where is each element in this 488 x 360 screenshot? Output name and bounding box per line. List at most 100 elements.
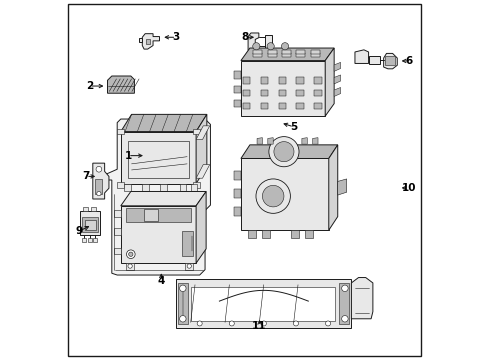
Bar <box>241 158 328 230</box>
Circle shape <box>341 285 347 292</box>
Text: 11: 11 <box>252 321 266 331</box>
Polygon shape <box>265 35 272 48</box>
Bar <box>242 103 249 109</box>
Circle shape <box>341 316 347 322</box>
Bar <box>278 90 285 96</box>
Text: 7: 7 <box>82 171 89 181</box>
Text: 3: 3 <box>172 32 180 42</box>
Polygon shape <box>241 48 333 60</box>
Bar <box>262 230 270 238</box>
Bar <box>278 103 285 109</box>
Circle shape <box>252 42 260 50</box>
Polygon shape <box>333 75 340 84</box>
Bar <box>84 220 96 230</box>
Bar <box>242 77 249 84</box>
Polygon shape <box>333 87 340 96</box>
Polygon shape <box>351 278 372 319</box>
Polygon shape <box>196 126 209 139</box>
Bar <box>81 238 86 242</box>
Polygon shape <box>267 138 273 144</box>
Circle shape <box>187 264 191 268</box>
Bar <box>114 248 121 254</box>
Bar <box>117 182 124 188</box>
Polygon shape <box>176 279 351 328</box>
Circle shape <box>281 42 288 50</box>
Polygon shape <box>301 138 306 144</box>
Circle shape <box>261 321 266 326</box>
Bar <box>267 53 276 57</box>
Text: 1: 1 <box>124 150 131 161</box>
Circle shape <box>126 250 135 258</box>
Bar <box>91 207 96 211</box>
Bar <box>260 77 267 84</box>
Bar <box>192 129 199 134</box>
Circle shape <box>255 179 290 213</box>
Circle shape <box>229 321 234 326</box>
Bar <box>385 56 395 65</box>
Polygon shape <box>233 189 241 198</box>
Polygon shape <box>312 138 317 144</box>
Bar <box>305 230 313 238</box>
Text: 6: 6 <box>405 56 412 66</box>
Bar <box>114 228 121 234</box>
Bar <box>241 60 325 116</box>
Polygon shape <box>247 33 258 50</box>
Bar <box>260 90 267 96</box>
Circle shape <box>268 136 298 167</box>
Circle shape <box>179 316 185 322</box>
Bar <box>121 206 196 263</box>
Bar <box>314 103 321 109</box>
Bar <box>180 184 186 192</box>
Bar <box>310 50 319 54</box>
Polygon shape <box>257 138 262 144</box>
Bar <box>126 263 134 270</box>
Bar <box>242 90 249 96</box>
Polygon shape <box>233 207 241 216</box>
Polygon shape <box>354 50 368 63</box>
Polygon shape <box>234 86 241 93</box>
Circle shape <box>179 285 185 292</box>
Bar <box>95 179 102 194</box>
Bar <box>83 207 88 211</box>
Bar <box>296 53 305 57</box>
Bar <box>296 50 305 54</box>
Bar <box>192 182 199 188</box>
Bar <box>253 50 262 54</box>
Polygon shape <box>383 53 396 69</box>
Text: 2: 2 <box>86 81 93 91</box>
Polygon shape <box>107 76 134 93</box>
Bar <box>80 211 100 234</box>
Polygon shape <box>368 56 379 64</box>
Circle shape <box>128 252 133 256</box>
Polygon shape <box>234 71 241 78</box>
Polygon shape <box>196 192 206 263</box>
Bar <box>145 40 150 44</box>
Circle shape <box>325 321 330 326</box>
Polygon shape <box>325 48 333 116</box>
Polygon shape <box>93 163 109 199</box>
Bar <box>267 50 276 54</box>
Bar <box>314 90 321 96</box>
Circle shape <box>273 141 293 162</box>
Polygon shape <box>139 39 142 42</box>
Bar <box>88 238 92 242</box>
Bar <box>260 103 267 109</box>
Circle shape <box>97 192 101 196</box>
Bar <box>314 77 321 84</box>
Bar <box>290 230 298 238</box>
Bar <box>93 238 97 242</box>
Bar <box>278 77 285 84</box>
Polygon shape <box>333 62 340 71</box>
Polygon shape <box>121 192 206 206</box>
Bar <box>310 53 319 57</box>
Bar <box>126 208 190 222</box>
Bar <box>253 53 262 57</box>
Polygon shape <box>101 119 210 275</box>
Bar <box>82 217 98 231</box>
Polygon shape <box>328 145 337 230</box>
Bar <box>247 230 255 238</box>
Bar <box>142 184 148 192</box>
Circle shape <box>262 185 284 207</box>
Polygon shape <box>196 114 206 184</box>
Polygon shape <box>234 100 241 107</box>
